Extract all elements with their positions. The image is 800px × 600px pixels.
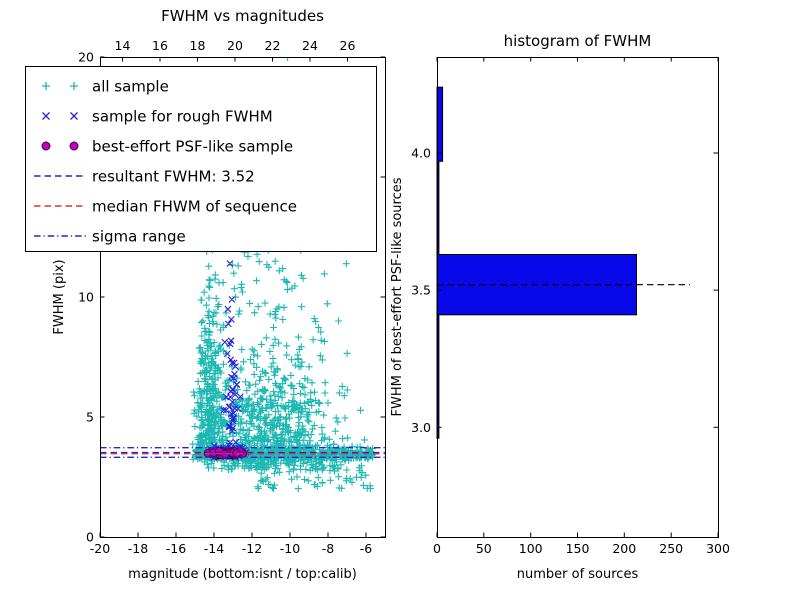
left-plot: -20 -18 -16 -14 -12 -10 -8 -6 14 16 18 20 22 24 26 0 5 10… bbox=[52, 7, 386, 582]
legend-box bbox=[25, 66, 377, 252]
x-tick-label: 0 bbox=[433, 541, 441, 556]
left-plot-title: FWHM vs magnitudes bbox=[161, 7, 324, 25]
top-x-tick-label: 20 bbox=[227, 38, 243, 53]
x-tick-label: 250 bbox=[659, 541, 683, 556]
y-tick-label: 3.5 bbox=[411, 283, 431, 298]
legend-circle-marker-icon bbox=[69, 141, 79, 151]
x-tick-label: -16 bbox=[166, 541, 186, 556]
left-plot-data-area bbox=[100, 57, 385, 493]
legend-label: sigma range bbox=[92, 228, 186, 246]
x-tick-label: -6 bbox=[360, 541, 373, 556]
legend-label: best-effort PSF-like sample bbox=[92, 138, 293, 156]
legend-circle-marker-icon bbox=[41, 141, 51, 151]
right-plot-title: histogram of FWHM bbox=[504, 32, 652, 50]
legend: all sample sample for rough FWHM best-effo… bbox=[25, 66, 377, 252]
legend-x-marker-icon bbox=[42, 112, 50, 120]
top-x-tick-label: 18 bbox=[190, 38, 206, 53]
legend-label: resultant FWHM: 3.52 bbox=[92, 168, 255, 186]
x-tick-label: -8 bbox=[322, 541, 335, 556]
left-plot-ylabel: FWHM (pix) bbox=[52, 259, 67, 334]
x-tick-label: 150 bbox=[566, 541, 590, 556]
top-x-tick-label: 22 bbox=[265, 38, 281, 53]
legend-plus-marker-icon bbox=[70, 82, 78, 90]
top-x-tick-label: 26 bbox=[340, 38, 356, 53]
top-x-tick-label: 16 bbox=[152, 38, 168, 53]
y-tick-label: 5 bbox=[86, 410, 94, 425]
left-plot-xlabel: magnitude (bottom:isnt / top:calib) bbox=[128, 567, 357, 582]
legend-label: sample for rough FWHM bbox=[92, 108, 273, 126]
legend-label: all sample bbox=[92, 78, 169, 96]
x-tick-label: -18 bbox=[128, 541, 148, 556]
top-x-tick-label: 24 bbox=[302, 38, 318, 53]
x-tick-label: -12 bbox=[242, 541, 262, 556]
x-tick-label: 200 bbox=[612, 541, 636, 556]
top-x-tick-label: 14 bbox=[115, 38, 131, 53]
y-tick-label: 10 bbox=[78, 290, 94, 305]
x-tick-label: -14 bbox=[204, 541, 224, 556]
legend-label: median FHWM of sequence bbox=[92, 198, 297, 216]
y-tick-label: 4.0 bbox=[411, 146, 431, 161]
x-tick-label: 100 bbox=[519, 541, 543, 556]
y-tick-label: 20 bbox=[78, 50, 94, 65]
x-tick-label: 300 bbox=[706, 541, 730, 556]
x-tick-label: 50 bbox=[476, 541, 492, 556]
legend-plus-marker-icon bbox=[42, 82, 50, 90]
y-tick-label: 0 bbox=[86, 530, 94, 545]
x-tick-label: -10 bbox=[280, 541, 300, 556]
right-plot: 0 50 100 150 200 250 300 3.0 3.5 4.0 histogram of … bbox=[390, 32, 730, 582]
right-plot-ylabel: FWHM of best-effort PSF-like sources bbox=[390, 177, 405, 416]
y-tick-label: 3.0 bbox=[411, 420, 431, 435]
right-plot-xlabel: number of sources bbox=[517, 567, 639, 582]
legend-x-marker-icon bbox=[70, 112, 78, 120]
x-tick-label: -20 bbox=[90, 541, 110, 556]
